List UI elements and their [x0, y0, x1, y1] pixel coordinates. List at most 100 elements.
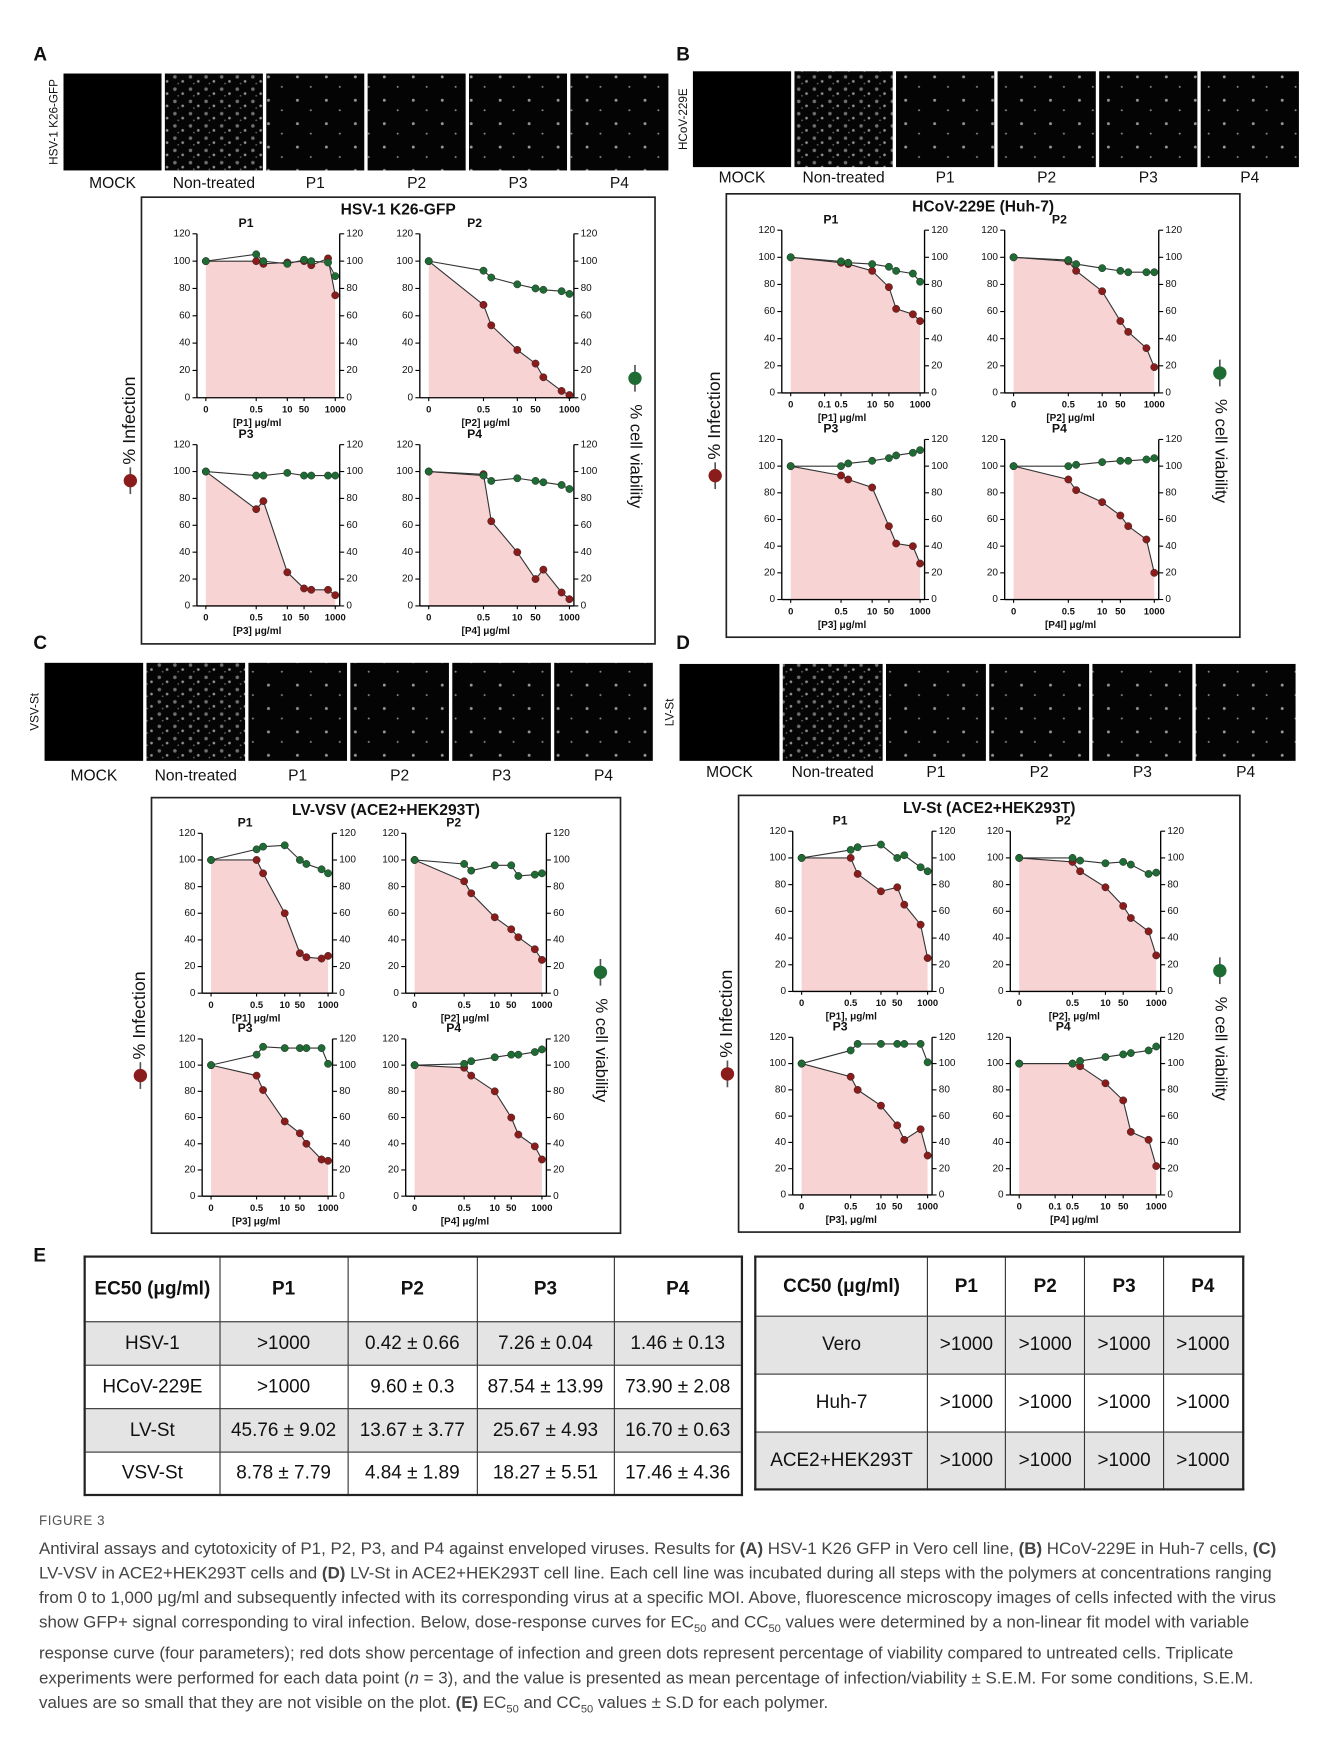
caption-run: LV-VSV in ACE2+HEK293T cells and	[39, 1564, 322, 1583]
y2-tick-label: 60	[339, 1112, 351, 1123]
viability-point	[1127, 1049, 1134, 1056]
page: {"panels":[ {"letter":"A","cell_label":"…	[0, 0, 1319, 1749]
y2-tick-label: 120	[931, 225, 948, 236]
infection-point	[253, 505, 260, 512]
y2-tick-label: 40	[553, 935, 565, 946]
microscopy-image	[783, 664, 883, 761]
viability-point	[1127, 861, 1134, 868]
infection-point	[909, 311, 916, 318]
y-tick-label: 100	[396, 466, 413, 477]
y-tick-label: 40	[388, 1138, 400, 1149]
viability-point	[917, 864, 924, 871]
subplot-title: P3	[823, 422, 838, 436]
y2-tick-label: 100	[939, 853, 956, 864]
y2-tick-label: 60	[346, 310, 358, 321]
microscopy-image	[896, 71, 994, 167]
caption-bold: (E)	[456, 1693, 479, 1712]
subplot-title: P1	[833, 813, 848, 827]
viability-point	[480, 472, 487, 479]
x-tick-label: 0.5	[250, 405, 263, 416]
infection-point	[917, 1126, 924, 1133]
y2-axis-label: % cell viability	[627, 404, 646, 509]
y2-tick-label: 60	[553, 908, 565, 919]
y-tick-label: 120	[174, 228, 191, 239]
x-tick-label: 50	[884, 400, 895, 411]
y2-axis-label: % cell viability	[592, 998, 611, 1103]
y-tick-label: 80	[388, 881, 400, 892]
infection-point	[854, 1086, 861, 1093]
panel-letter: B	[676, 45, 690, 66]
x-tick-label: 50	[1118, 1202, 1129, 1213]
viability-point	[1098, 458, 1105, 465]
x-tick-label: 0	[426, 613, 431, 624]
y2-tick-label: 100	[1167, 853, 1184, 864]
y2-tick-label: 20	[346, 574, 358, 585]
y-tick-label: 100	[981, 461, 998, 472]
microscopy-image	[266, 74, 364, 171]
x-tick-label: 0	[208, 1203, 213, 1214]
viability-point	[1143, 456, 1150, 463]
infection-area	[1019, 858, 1156, 992]
viability-point	[1065, 256, 1072, 263]
y2-tick-label: 80	[553, 881, 565, 892]
caption-text: Antiviral assays and cytotoxicity of P1,…	[39, 1537, 1287, 1722]
viability-point	[1153, 869, 1160, 876]
y2-tick-label: 60	[931, 514, 943, 525]
y2-tick-label: 120	[339, 1034, 356, 1045]
header-cell: EC50 (μg/ml)	[85, 1257, 220, 1322]
table-cell: >1000	[927, 1316, 1005, 1374]
viability-point	[303, 860, 310, 867]
y-tick-label: 80	[987, 279, 999, 290]
caption-run: Antiviral assays and cytotoxicity of P1,…	[39, 1540, 740, 1559]
y-tick-label: 80	[184, 881, 196, 892]
y-tick-label: 100	[769, 1058, 786, 1069]
y-tick-label: 40	[179, 547, 191, 558]
x-tick-label: 50	[530, 405, 541, 416]
y2-tick-label: 60	[1165, 306, 1177, 317]
viability-point	[303, 1044, 310, 1051]
viability-point	[324, 259, 331, 266]
infection-point	[1102, 884, 1109, 891]
y2-tick-label: 80	[346, 493, 358, 504]
y2-tick-label: 120	[939, 1032, 956, 1043]
caption-italic: n	[410, 1669, 419, 1688]
x-tick-label: 0	[788, 606, 793, 617]
viability-point	[324, 1060, 331, 1067]
viability-point	[308, 257, 315, 264]
x-tick-label: 1000	[325, 613, 346, 624]
y2-tick-label: 80	[1165, 279, 1177, 290]
viability-point	[885, 263, 892, 270]
y2-tick-label: 100	[553, 855, 570, 866]
table-cell: >1000	[220, 1365, 348, 1408]
infection-point	[318, 1156, 325, 1163]
viability-point	[332, 272, 339, 279]
y-tick-label: 0	[408, 392, 414, 403]
table-cell: ACE2+HEK293T	[755, 1431, 927, 1489]
image-label: MOCK	[706, 764, 753, 781]
x-tick-label: 0	[412, 1000, 417, 1011]
viability-point	[924, 1059, 931, 1066]
x-tick-label: 0	[426, 405, 431, 416]
x-tick-label: 50	[295, 1203, 306, 1214]
infection-point	[296, 950, 303, 957]
y-tick-label: 20	[184, 1165, 196, 1176]
y2-tick-label: 40	[939, 1137, 951, 1148]
infection-point	[515, 934, 522, 941]
y2-tick-label: 0	[581, 392, 587, 403]
viability-point	[207, 856, 214, 863]
infection-point	[303, 954, 310, 961]
subplot-title: P3	[239, 427, 254, 441]
y-tick-label: 0	[393, 1191, 399, 1202]
x-tick-label: 1000	[1146, 1202, 1167, 1213]
viability-point	[515, 872, 522, 879]
x-tick-label: 0	[788, 400, 793, 411]
y-tick-label: 20	[775, 1163, 787, 1174]
y2-tick-label: 100	[581, 466, 598, 477]
y-tick-label: 80	[992, 879, 1004, 890]
viability-point	[508, 862, 515, 869]
y2-tick-label: 80	[939, 1085, 951, 1096]
image-label: P3	[1139, 169, 1158, 186]
y-tick-label: 100	[382, 1060, 399, 1071]
infection-point	[1098, 288, 1105, 295]
y-tick-label: 100	[174, 256, 191, 267]
